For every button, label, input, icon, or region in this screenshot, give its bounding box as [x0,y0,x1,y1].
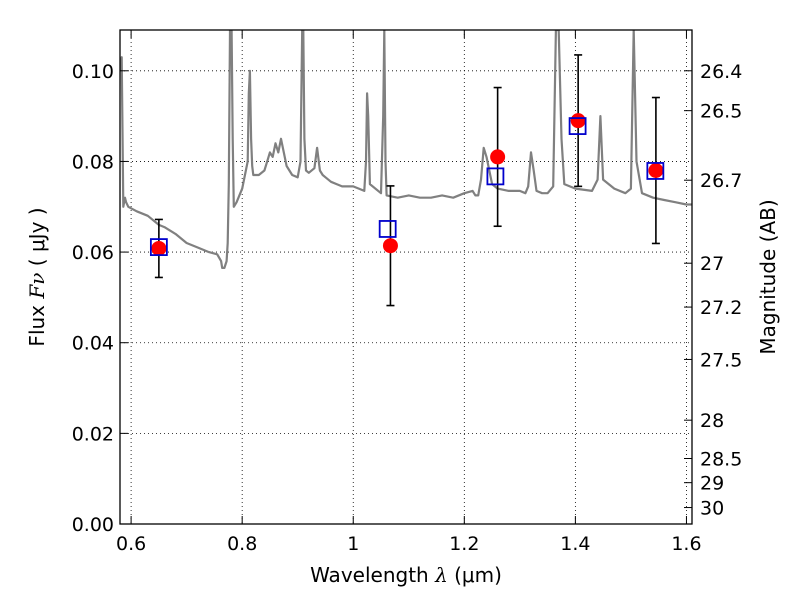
magnitude-tick-label: 30 [700,498,724,520]
y-ticks: 0.00 0.02 0.04 0.06 0.08 0.10 [72,61,128,536]
model-square [149,238,168,256]
x-tick-label: 1 [347,533,359,555]
y-axis-title: Flux Fν ( μJy ) [25,207,49,346]
observed-point [151,240,167,256]
magnitude-ticks: 26.4 26.5 26.7 27 27.2 27.5 28 28.5 29 30 [684,61,742,520]
model-square [486,167,505,186]
x-tick-label: 1.2 [449,533,479,555]
model-square [378,220,397,238]
y-tick-label: 0.08 [72,151,114,173]
magnitude-tick-label: 28.5 [700,448,742,470]
y-tick-label: 0.00 [72,514,114,536]
magnitude-tick-label: 26.7 [700,170,742,192]
magnitude-tick-label: 26.4 [700,61,742,83]
model-square [568,117,587,135]
x-tick-label: 1.6 [671,533,701,555]
x-tick-label: 0.8 [227,533,257,555]
magnitude-tick-label: 27 [700,253,724,275]
x-tick-label: 0.6 [116,533,146,555]
x-ticks: 0.6 0.8 1 1.2 1.4 1.6 [116,30,702,555]
observed-points [151,113,664,256]
y-tick-label: 0.04 [72,333,114,355]
plot-frame [119,29,693,525]
y2-axis-title: Magnitude (AB) [756,199,780,354]
grid [120,30,692,525]
model-spectrum [120,30,692,269]
observed-point [648,162,664,178]
magnitude-tick-label: 29 [700,473,724,495]
observed-point [570,113,586,129]
y-tick-label: 0.06 [72,242,114,264]
magnitude-tick-label: 26.5 [700,101,742,123]
x-axis-title: Wavelength λ (μm) [310,563,502,587]
model-squares [149,117,665,256]
y-tick-label: 0.10 [72,61,114,83]
y-tick-label: 0.02 [72,423,114,445]
model-square [646,162,665,180]
magnitude-tick-label: 27.5 [700,349,742,371]
observed-point [490,149,506,165]
magnitude-tick-label: 27.2 [700,297,742,319]
spectrum-line [120,30,692,269]
x-tick-label: 1.4 [560,533,590,555]
magnitude-tick-label: 28 [700,410,724,432]
observed-point [382,238,398,254]
error-bars [154,54,660,307]
